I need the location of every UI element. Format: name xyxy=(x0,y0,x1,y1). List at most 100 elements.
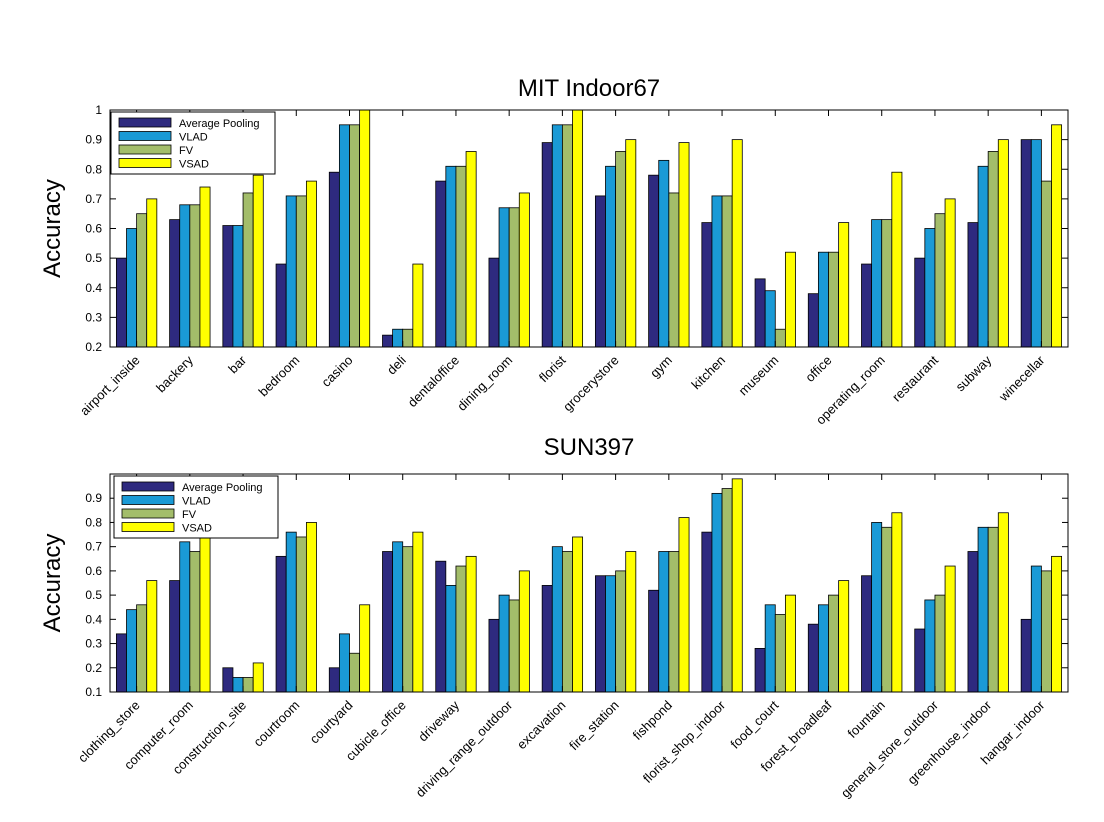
bar-vsad xyxy=(146,580,158,693)
bar-vlad xyxy=(817,251,829,348)
bar-average-pooling xyxy=(382,551,394,693)
bar-fv xyxy=(455,565,467,693)
bar-vsad xyxy=(305,522,317,693)
x-tick-label: deli xyxy=(384,352,409,377)
bar-vlad xyxy=(338,124,350,348)
bar-fv xyxy=(721,195,733,348)
bar-average-pooling xyxy=(861,575,873,693)
bar-vlad xyxy=(126,609,138,693)
y-tick-label: 0.5 xyxy=(85,251,102,265)
y-tick-label: 0.3 xyxy=(85,310,102,324)
bar-average-pooling xyxy=(914,257,926,348)
bar-vlad xyxy=(232,677,244,693)
legend-label: Average Pooling xyxy=(179,118,260,130)
bar-vlad xyxy=(977,526,989,693)
y-tick-label: 0.8 xyxy=(85,162,102,176)
bar-fv xyxy=(828,251,840,348)
legend-label: FV xyxy=(182,509,197,521)
bar-fv xyxy=(561,551,573,693)
bar-fv xyxy=(668,551,680,693)
bar-average-pooling xyxy=(541,142,553,348)
bar-vlad xyxy=(711,492,723,693)
x-tick-label: driveway xyxy=(415,697,462,744)
bar-vsad xyxy=(252,662,264,693)
bar-fv xyxy=(295,195,307,348)
bar-vlad xyxy=(924,228,936,348)
legend-swatch xyxy=(121,522,175,532)
legend-swatch xyxy=(121,481,175,492)
bar-vsad xyxy=(572,536,584,693)
bar-vsad xyxy=(518,570,530,693)
bar-average-pooling xyxy=(807,293,819,348)
legend-swatch xyxy=(118,131,172,141)
bar-vsad xyxy=(678,517,690,693)
x-tick-label: museum xyxy=(736,353,782,399)
bar-vlad xyxy=(764,604,776,693)
bar-vsad xyxy=(625,139,637,348)
bar-vlad xyxy=(498,207,510,348)
x-tick-label: bedroom xyxy=(256,353,303,400)
y-tick-label: 0.5 xyxy=(85,588,102,602)
bar-fv xyxy=(881,526,893,693)
bar-average-pooling xyxy=(169,580,181,693)
bar-vlad xyxy=(285,531,297,693)
bar-fv xyxy=(615,570,627,693)
bar-average-pooling xyxy=(115,257,127,348)
bar-vlad xyxy=(232,225,244,348)
bar-fv xyxy=(668,192,680,348)
bar-vlad xyxy=(392,541,404,693)
bar-vsad xyxy=(359,604,371,693)
axes-box xyxy=(109,473,1069,693)
x-tick-label: driving_range_outdoor xyxy=(413,697,516,800)
bar-vsad xyxy=(1051,124,1063,348)
bar-fv xyxy=(455,165,467,348)
bar-vlad xyxy=(871,522,883,693)
bar-vlad xyxy=(605,165,617,348)
bar-average-pooling xyxy=(594,195,606,348)
bar-vsad xyxy=(412,263,424,348)
x-tick-label: fountain xyxy=(845,698,888,741)
bar-average-pooling xyxy=(914,628,926,693)
bar-vlad xyxy=(551,124,563,348)
bar-fv xyxy=(561,124,573,348)
bar-vsad xyxy=(997,139,1009,348)
x-tick-label: gym xyxy=(647,353,675,381)
bar-vsad xyxy=(891,171,903,348)
y-axis-label: Accuracy xyxy=(39,534,66,633)
bar-vsad xyxy=(838,222,850,348)
bar-vsad xyxy=(997,512,1009,693)
y-tick-label: 0.4 xyxy=(85,281,102,295)
bar-vsad xyxy=(625,551,637,693)
bar-vlad xyxy=(977,165,989,348)
bar-vsad xyxy=(784,251,796,348)
y-tick-label: 0.2 xyxy=(85,340,102,354)
x-tick-label: office xyxy=(802,353,834,385)
bar-vsad xyxy=(518,192,530,348)
y-tick-label: 0.8 xyxy=(85,515,102,529)
y-tick-label: 0.6 xyxy=(85,564,102,578)
bar-fv xyxy=(242,192,254,348)
bar-average-pooling xyxy=(275,263,287,348)
bar-vlad xyxy=(338,633,350,693)
bar-fv xyxy=(774,328,786,348)
bar-fv xyxy=(295,536,307,693)
chart-title: MIT Indoor67 xyxy=(518,75,660,102)
bar-vlad xyxy=(445,585,457,693)
bar-vlad xyxy=(179,541,191,693)
bar-fv xyxy=(987,526,999,693)
bar-vsad xyxy=(305,180,317,348)
legend-label: FV xyxy=(179,145,194,157)
x-tick-label: general_store_outdoor xyxy=(838,697,942,801)
bar-fv xyxy=(881,219,893,348)
bar-average-pooling xyxy=(488,257,500,348)
bar-fv xyxy=(349,124,361,348)
bar-fv xyxy=(189,551,201,693)
bar-vsad xyxy=(465,151,477,348)
bar-vlad xyxy=(605,575,617,693)
bar-vlad xyxy=(924,599,936,693)
bar-vlad xyxy=(551,546,563,693)
bar-fv xyxy=(402,328,414,348)
bar-average-pooling xyxy=(115,633,127,693)
bar-average-pooling xyxy=(222,667,234,693)
bar-fv xyxy=(508,207,520,348)
